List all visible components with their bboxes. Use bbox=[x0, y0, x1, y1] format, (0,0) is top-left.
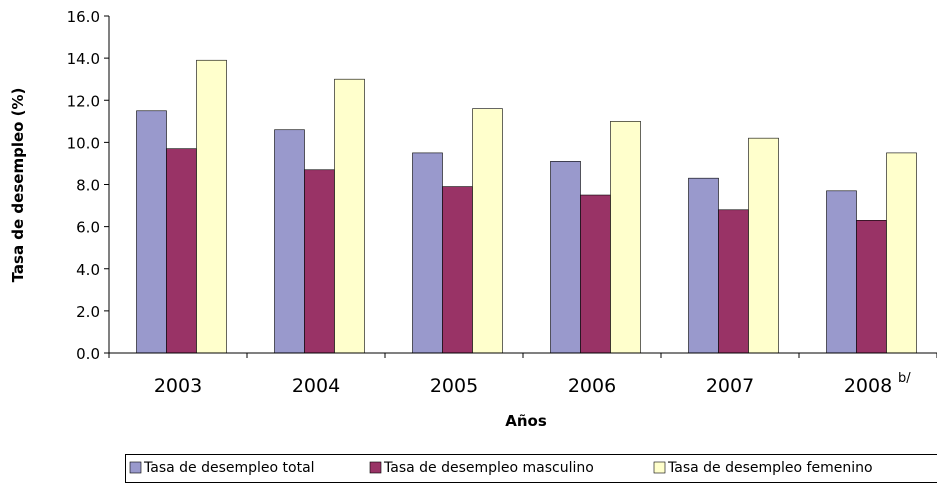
bar-2006-series-3 bbox=[610, 121, 641, 354]
y-tick-label: 12.0 bbox=[67, 92, 100, 110]
bars bbox=[136, 59, 917, 354]
y-tick-label: 14.0 bbox=[67, 50, 100, 68]
bar-2005-series-1 bbox=[412, 152, 443, 354]
x-tick-label: 2005 bbox=[430, 375, 478, 397]
bar-2008-series-1 bbox=[826, 190, 857, 354]
x-tick-label: 2008 bbox=[844, 375, 892, 397]
bar-2004-series-1 bbox=[274, 129, 305, 354]
legend: Tasa de desempleo total Tasa de desempleo… bbox=[125, 454, 937, 483]
y-tick-label: 0.0 bbox=[76, 345, 100, 363]
bar-2003-series-3 bbox=[196, 59, 227, 354]
bar-2007-series-2 bbox=[718, 209, 749, 354]
bar-2008-series-3 bbox=[886, 152, 917, 354]
y-tick-label: 2.0 bbox=[76, 303, 100, 321]
y-tick-label: 4.0 bbox=[76, 261, 100, 279]
y-axis-ticks: 0.0 2.0 4.0 6.0 8.0 10.0 12.0 14.0 16.0 bbox=[67, 8, 109, 363]
bar-2006-series-1 bbox=[550, 161, 581, 354]
bar-2003-series-1 bbox=[136, 110, 167, 354]
legend-swatch bbox=[129, 461, 142, 474]
y-tick-label: 16.0 bbox=[67, 8, 100, 26]
legend-label: Tasa de desempleo masculino bbox=[383, 460, 594, 476]
y-tick-label: 10.0 bbox=[67, 134, 100, 152]
legend-swatch bbox=[653, 461, 666, 474]
bar-2005-series-2 bbox=[442, 186, 473, 354]
x-tick-label: 2003 bbox=[154, 375, 202, 397]
bar-2006-series-2 bbox=[580, 194, 611, 354]
legend-swatch bbox=[369, 461, 382, 474]
legend-label: Tasa de desempleo femenino bbox=[667, 460, 873, 476]
bar-2007-series-1 bbox=[688, 177, 719, 354]
bar-2004-series-2 bbox=[304, 169, 335, 354]
y-tick-label: 8.0 bbox=[76, 177, 100, 195]
x-tick-label: 2006 bbox=[568, 375, 616, 397]
x-axis-title: Años bbox=[505, 412, 547, 430]
legend-items: Tasa de desempleo total Tasa de desempleo… bbox=[129, 460, 873, 476]
x-tick-label: 2004 bbox=[292, 375, 340, 397]
bar-2003-series-2 bbox=[166, 148, 197, 354]
legend-box bbox=[125, 454, 937, 483]
x-axis-ticks: 2003 2004 2005 2006 2007 2008 b/ bbox=[108, 353, 937, 397]
y-tick-label: 6.0 bbox=[76, 219, 100, 237]
bar-2004-series-3 bbox=[334, 78, 365, 354]
legend-label: Tasa de desempleo total bbox=[143, 460, 315, 476]
bar-2005-series-3 bbox=[472, 108, 503, 354]
y-axis-title: Tasa de desempleo (%) bbox=[9, 88, 27, 283]
x-tick-footnote: b/ bbox=[898, 371, 911, 386]
x-tick-label: 2007 bbox=[706, 375, 754, 397]
bar-2008-series-2 bbox=[856, 220, 887, 354]
bar-2007-series-3 bbox=[748, 137, 779, 354]
